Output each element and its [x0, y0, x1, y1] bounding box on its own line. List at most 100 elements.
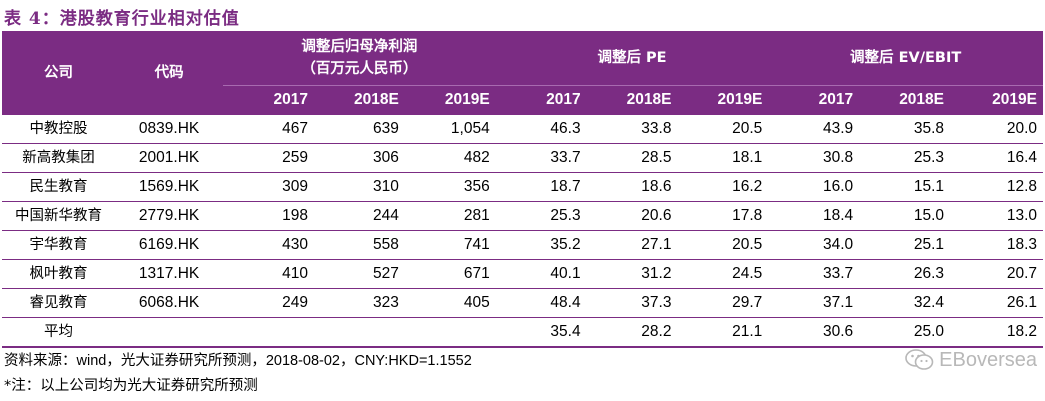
value-cell: 639 — [313, 114, 405, 144]
stock-code: 2779.HK — [115, 201, 224, 231]
value-cell: 34.0 — [768, 230, 860, 260]
value-cell: 671 — [404, 259, 496, 289]
value-cell: 20.5 — [677, 114, 769, 144]
value-cell: 18.7 — [495, 172, 587, 202]
header-year: 2017 — [768, 85, 860, 115]
value-cell: 33.8 — [586, 114, 678, 144]
header-year: 2018E — [586, 85, 678, 115]
value-cell: 33.7 — [768, 259, 860, 289]
value-cell: 310 — [313, 172, 405, 202]
value-cell: 15.1 — [859, 172, 951, 202]
value-cell: 17.8 — [677, 201, 769, 231]
value-cell: 244 — [313, 201, 405, 231]
stock-code: 2001.HK — [115, 143, 224, 173]
watermark-text: EBoversea — [939, 348, 1037, 371]
value-cell: 28.2 — [586, 317, 678, 348]
value-cell: 43.9 — [768, 114, 860, 144]
header-year: 2017 — [223, 85, 314, 115]
value-cell: 25.1 — [859, 230, 951, 260]
footnote: *注：以上公司均为光大证券研究所预测 — [4, 378, 258, 394]
header-year: 2019E — [950, 85, 1043, 115]
stock-code: 1569.HK — [115, 172, 224, 202]
value-cell: 306 — [313, 143, 405, 173]
value-cell: 26.3 — [859, 259, 951, 289]
value-cell: 25.3 — [495, 201, 587, 231]
table-row: 中国新华教育 2779.HK 198 244 281 25.3 20.6 17.8 18.4 15… — [2, 201, 1043, 231]
value-cell: 46.3 — [495, 114, 587, 144]
value-cell: 18.2 — [950, 317, 1043, 348]
wechat-icon — [905, 349, 934, 370]
header-year: 2017 — [495, 85, 587, 115]
value-cell: 20.0 — [950, 114, 1043, 144]
value-cell: 18.1 — [677, 143, 769, 173]
value-cell: 25.3 — [859, 143, 951, 173]
valuation-table: 公司 代码 调整后归母净利润 （百万元人民币） 调整后 PE 调整后 EV/EB… — [2, 31, 1043, 348]
table-row: 民生教育 1569.HK 309 310 356 18.7 18.6 16.2 16.0 15.1… — [2, 172, 1043, 202]
stock-code: 0839.HK — [115, 114, 224, 144]
value-cell: 18.3 — [950, 230, 1043, 260]
value-cell: 12.8 — [950, 172, 1043, 202]
watermark: EBoversea — [905, 348, 1037, 372]
header-net-profit: 调整后归母净利润 （百万元人民币） — [223, 31, 496, 86]
stock-code: 6169.HK — [115, 230, 224, 260]
value-cell: 31.2 — [586, 259, 678, 289]
stock-code: 1317.HK — [115, 259, 224, 289]
table-row: 新高教集团 2001.HK 259 306 482 33.7 28.5 18.1 30.8 25.… — [2, 143, 1043, 173]
value-cell: 24.5 — [677, 259, 769, 289]
value-cell: 27.1 — [586, 230, 678, 260]
header-company: 公司 — [2, 31, 116, 115]
value-cell: 16.2 — [677, 172, 769, 202]
value-cell: 35.4 — [495, 317, 587, 348]
value-cell: 15.0 — [859, 201, 951, 231]
header-code: 代码 — [115, 31, 224, 115]
table-row: 宇华教育 6169.HK 430 558 741 35.2 27.1 20.5 34.0 25.1… — [2, 230, 1043, 260]
header-net-profit-line1: 调整后归母净利润 — [301, 39, 418, 55]
value-cell: 30.8 — [768, 143, 860, 173]
header-row-years: 2017 2018E 2019E 2017 2018E 2019E 2017 2018E 201… — [2, 85, 1043, 115]
table-row: 睿见教育 6068.HK 249 323 405 48.4 37.3 29.7 37.1 32.4… — [2, 288, 1043, 318]
value-cell: 40.1 — [495, 259, 587, 289]
value-cell — [313, 317, 405, 348]
table-row: 枫叶教育 1317.HK 410 527 671 40.1 31.2 24.5 33.7 26.3… — [2, 259, 1043, 289]
value-cell: 35.2 — [495, 230, 587, 260]
company-name: 平均 — [2, 317, 116, 348]
table-row: 平均 35.4 28.2 21.1 30.6 25.0 18.2 — [2, 317, 1043, 348]
company-name: 睿见教育 — [2, 288, 116, 318]
header-pe: 调整后 PE — [495, 31, 769, 86]
value-cell: 259 — [223, 143, 314, 173]
header-year: 2019E — [677, 85, 769, 115]
value-cell: 25.0 — [859, 317, 951, 348]
value-cell: 20.5 — [677, 230, 769, 260]
value-cell: 467 — [223, 114, 314, 144]
value-cell: 37.1 — [768, 288, 860, 318]
header-year: 2019E — [404, 85, 496, 115]
company-name: 中教控股 — [2, 114, 116, 144]
value-cell: 48.4 — [495, 288, 587, 318]
value-cell: 33.7 — [495, 143, 587, 173]
value-cell: 29.7 — [677, 288, 769, 318]
value-cell: 30.6 — [768, 317, 860, 348]
value-cell: 21.1 — [677, 317, 769, 348]
stock-code: 6068.HK — [115, 288, 224, 318]
header-net-profit-line2: （百万元人民币） — [301, 61, 418, 77]
value-cell: 281 — [404, 201, 496, 231]
value-cell: 18.4 — [768, 201, 860, 231]
header-ev-ebit: 调整后 EV/EBIT — [768, 31, 1043, 86]
value-cell: 309 — [223, 172, 314, 202]
value-cell: 410 — [223, 259, 314, 289]
value-cell: 323 — [313, 288, 405, 318]
table-row: 中教控股 0839.HK 467 639 1,054 46.3 33.8 20.5 43.9 35… — [2, 114, 1043, 144]
company-name: 新高教集团 — [2, 143, 116, 173]
value-cell: 32.4 — [859, 288, 951, 318]
value-cell: 249 — [223, 288, 314, 318]
table-body: 中教控股 0839.HK 467 639 1,054 46.3 33.8 20.5 43.9 35… — [2, 114, 1043, 348]
value-cell: 35.8 — [859, 114, 951, 144]
value-cell: 37.3 — [586, 288, 678, 318]
value-cell: 356 — [404, 172, 496, 202]
value-cell: 13.0 — [950, 201, 1043, 231]
table-title: 表 4：港股教育行业相对估值 — [4, 9, 240, 29]
value-cell: 741 — [404, 230, 496, 260]
company-name: 中国新华教育 — [2, 201, 116, 231]
value-cell: 16.0 — [768, 172, 860, 202]
header-year: 2018E — [313, 85, 405, 115]
